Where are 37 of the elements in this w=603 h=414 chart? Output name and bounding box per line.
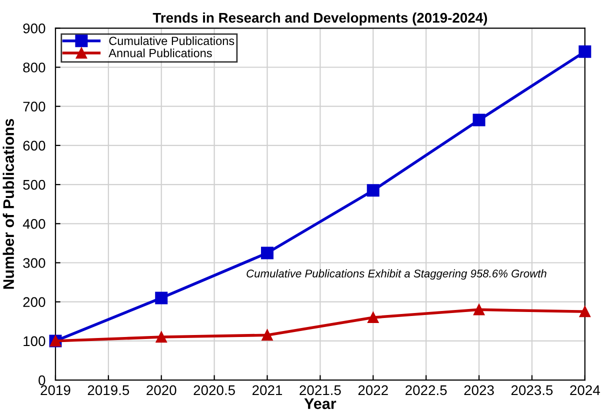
x-tick-label: 2019.5 bbox=[88, 385, 130, 396]
point bbox=[473, 304, 485, 316]
annotation: Cumulative Publications Exhibit a Staggering 958.6% Growth bbox=[246, 269, 546, 280]
x-tick-label: 2024 bbox=[570, 385, 600, 396]
x-tick-label: 2020 bbox=[146, 385, 176, 396]
point bbox=[261, 246, 274, 260]
y-tick-label: 800 bbox=[23, 62, 46, 72]
point bbox=[472, 114, 486, 126]
legend-label: Cumulative Publications bbox=[109, 36, 234, 46]
y-axis-title: Number of Publications bbox=[2, 118, 14, 289]
y-tick-label: 400 bbox=[22, 218, 46, 229]
point bbox=[366, 184, 380, 197]
point bbox=[262, 330, 273, 341]
x-tick-label: 2023 bbox=[464, 385, 494, 396]
y-tick-label: 0 bbox=[38, 375, 46, 386]
y-tick-label: 100 bbox=[24, 336, 46, 346]
point bbox=[579, 306, 590, 318]
point bbox=[155, 292, 168, 304]
point bbox=[578, 45, 592, 58]
x-tick-label: 2022.5 bbox=[406, 385, 447, 396]
y-tick-label: 200 bbox=[23, 297, 46, 308]
legend-label: Annual Publications bbox=[108, 48, 212, 58]
x-axis-title: Year bbox=[304, 398, 336, 410]
x-tick-label: 2019 bbox=[40, 385, 70, 396]
x-tick-label: 2021 bbox=[252, 385, 282, 396]
x-tick-label: 2020.5 bbox=[194, 385, 235, 396]
point bbox=[368, 312, 379, 324]
y-tick-label: 300 bbox=[23, 258, 46, 268]
y-tick-label: 900 bbox=[23, 23, 46, 34]
chart-title: Trends in Research and Developments (2019-2024) bbox=[152, 12, 488, 26]
x-tick-label: 2022 bbox=[358, 385, 388, 396]
x-tick-label: 2023.5 bbox=[511, 385, 553, 396]
y-tick-label: 500 bbox=[23, 180, 46, 190]
y-tick-label: 600 bbox=[23, 140, 46, 151]
y-tick-label: 700 bbox=[23, 102, 46, 112]
x-tick-label: 2021.5 bbox=[300, 385, 341, 396]
point bbox=[156, 331, 167, 343]
